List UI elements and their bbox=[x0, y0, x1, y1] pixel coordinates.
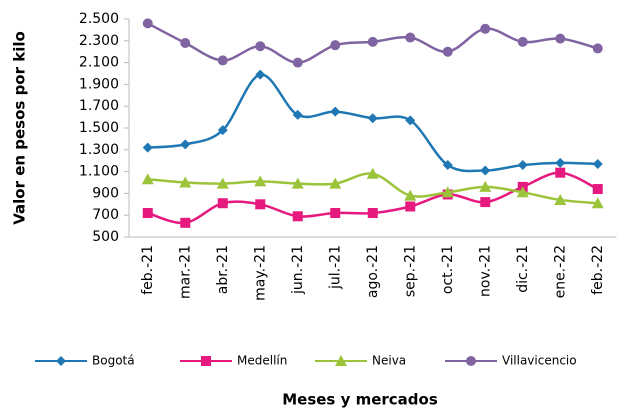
y-tick-label: 500 bbox=[92, 229, 119, 245]
x-tick-label: sep.-21 bbox=[402, 245, 418, 297]
point bbox=[141, 173, 154, 185]
point bbox=[142, 18, 153, 29]
point bbox=[592, 184, 603, 195]
legend-label: Medellín bbox=[237, 354, 287, 368]
point bbox=[367, 208, 378, 219]
point bbox=[329, 177, 342, 189]
point bbox=[217, 55, 228, 66]
x-tick-label: ene.-22 bbox=[552, 245, 568, 298]
legend-marker bbox=[466, 356, 476, 366]
point bbox=[255, 69, 266, 80]
point bbox=[479, 180, 492, 192]
x-tick-label: abr.-21 bbox=[215, 245, 231, 294]
point bbox=[142, 142, 153, 153]
x-tick-label: jul.-21 bbox=[327, 245, 343, 290]
point bbox=[255, 199, 266, 210]
point bbox=[442, 46, 453, 57]
y-tick-label: 900 bbox=[92, 185, 119, 201]
point bbox=[591, 197, 604, 209]
point bbox=[517, 36, 528, 47]
point bbox=[217, 125, 228, 136]
legend-marker bbox=[201, 356, 211, 366]
point bbox=[291, 177, 304, 189]
point bbox=[142, 208, 153, 219]
point bbox=[330, 208, 341, 219]
legend-marker bbox=[335, 355, 347, 366]
point bbox=[367, 113, 378, 124]
point bbox=[554, 193, 567, 205]
point bbox=[292, 109, 303, 120]
point bbox=[180, 37, 191, 48]
legend-marker bbox=[56, 356, 66, 366]
y-axis-title: Valor en pesos por kilo bbox=[11, 31, 29, 225]
x-tick-label: oct.-21 bbox=[440, 245, 456, 294]
point bbox=[516, 186, 529, 198]
y-tick-label: 2.500 bbox=[79, 11, 119, 27]
x-tick-label: mar.-21 bbox=[177, 245, 193, 299]
x-tick-label: dic.-21 bbox=[515, 245, 531, 293]
point bbox=[480, 23, 491, 34]
point bbox=[254, 175, 267, 187]
legend-label: Bogotá bbox=[92, 354, 135, 368]
x-tick-label: feb.-21 bbox=[140, 245, 156, 295]
x-tick-label: jun.-21 bbox=[290, 245, 306, 295]
x-tick-label: may.-21 bbox=[252, 245, 268, 301]
point bbox=[367, 36, 378, 47]
point bbox=[330, 106, 341, 117]
point bbox=[555, 33, 566, 44]
x-tick-label: nov.-21 bbox=[477, 245, 493, 297]
y-tick-label: 1.500 bbox=[79, 120, 119, 136]
x-tick-label: ago.-21 bbox=[365, 245, 381, 298]
y-tick-label: 1.100 bbox=[79, 164, 119, 180]
y-tick-label: 2.300 bbox=[79, 33, 119, 49]
point bbox=[480, 165, 491, 176]
point bbox=[555, 167, 566, 178]
point bbox=[180, 217, 191, 228]
point bbox=[217, 198, 228, 209]
point bbox=[330, 40, 341, 51]
y-tick-label: 1.900 bbox=[79, 76, 119, 92]
y-tick-label: 700 bbox=[92, 207, 119, 223]
y-tick-label: 1.300 bbox=[79, 142, 119, 158]
point bbox=[404, 189, 417, 201]
legend-label: Neiva bbox=[372, 354, 406, 368]
point bbox=[405, 201, 416, 212]
point bbox=[480, 197, 491, 208]
point bbox=[555, 157, 566, 168]
legend-label: Villavicencio bbox=[502, 354, 577, 368]
point bbox=[441, 186, 454, 198]
point bbox=[292, 211, 303, 222]
point bbox=[180, 139, 191, 150]
y-tick-label: 1.700 bbox=[79, 98, 119, 114]
point bbox=[442, 160, 453, 171]
point bbox=[292, 57, 303, 68]
point bbox=[405, 115, 416, 126]
x-axis-title: Meses y mercados bbox=[282, 391, 438, 409]
point bbox=[592, 43, 603, 54]
y-tick-label: 2.100 bbox=[79, 55, 119, 71]
point bbox=[255, 41, 266, 52]
point bbox=[592, 158, 603, 169]
point bbox=[216, 177, 229, 189]
point bbox=[179, 176, 192, 188]
x-tick-label: feb.-22 bbox=[590, 245, 606, 295]
point bbox=[405, 32, 416, 43]
point bbox=[366, 167, 379, 179]
point bbox=[517, 160, 528, 171]
